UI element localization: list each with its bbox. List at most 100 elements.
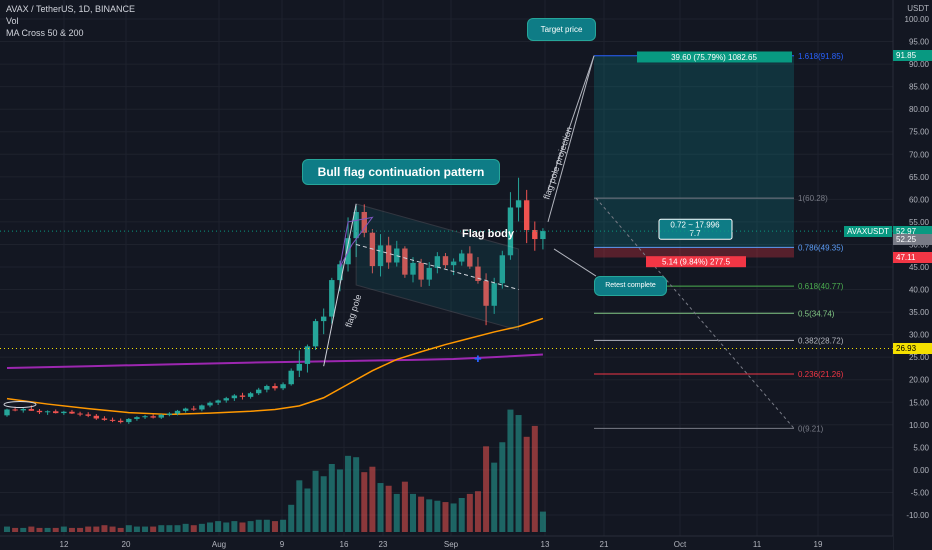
- volume-bar: [263, 519, 270, 532]
- candle-body: [523, 200, 530, 231]
- risk-box: [646, 256, 746, 268]
- projection-text: 39.60 (75.79%) 1082.65: [671, 53, 757, 62]
- moving-averages: [6, 317, 544, 416]
- price-axis-bg: [893, 0, 932, 550]
- volume-bar: [483, 446, 490, 532]
- volume-bar: [109, 526, 116, 532]
- fib-trend-line: [595, 197, 795, 429]
- price-tag: 26.93: [893, 342, 932, 354]
- risk-text: 5.14 (9.84%) 277.5: [662, 258, 731, 267]
- candle-body: [20, 409, 26, 411]
- candle-body: [296, 363, 303, 371]
- volume-bar: [158, 525, 165, 532]
- candle-body: [223, 398, 229, 401]
- fib-level-label: 1(60.28): [798, 194, 828, 203]
- volume-bar: [4, 526, 10, 532]
- candle-body: [491, 283, 497, 306]
- price-tick-label: 35.00: [909, 308, 930, 317]
- volume-bar: [280, 519, 287, 532]
- grid-lines: [0, 0, 893, 536]
- candle-body: [361, 211, 367, 233]
- volume-indicator-label[interactable]: Vol: [6, 16, 19, 26]
- volume-bar: [93, 526, 100, 532]
- volume-bar: [296, 480, 303, 532]
- candle-body: [272, 386, 278, 389]
- candle-body: [312, 321, 319, 347]
- candle-body: [109, 419, 116, 421]
- price-tick-label: 60.00: [909, 195, 930, 204]
- fib-level-label: 0.382(28.72): [798, 336, 844, 345]
- currency-label: USDT: [907, 4, 929, 13]
- fib-level-label: 0.786(49.35): [798, 243, 844, 252]
- volume-bar: [223, 522, 230, 532]
- volume-bar: [77, 527, 84, 532]
- volume-bar: [434, 500, 441, 532]
- volume-bar: [369, 466, 376, 532]
- candle-body: [174, 410, 181, 414]
- candle-body: [207, 402, 213, 406]
- volume-bar: [52, 527, 59, 532]
- volume-bar: [20, 527, 27, 532]
- volume-bar: [385, 485, 392, 532]
- price-tick-label: 55.00: [909, 218, 930, 227]
- candle-body: [166, 413, 173, 415]
- candle-body: [134, 417, 140, 419]
- price-tick-label: 10.00: [909, 421, 930, 430]
- candle-body: [467, 253, 473, 267]
- price-tick-label: 45.00: [909, 263, 930, 272]
- cross-marker: ✚: [474, 354, 482, 364]
- volume-bar: [312, 470, 319, 532]
- volume-bar: [166, 525, 173, 532]
- volume-bar: [182, 523, 189, 532]
- ma-cross-marker: [3, 401, 37, 409]
- ma50-line: [6, 317, 544, 416]
- candle-body: [182, 408, 189, 411]
- volume-bar: [231, 521, 238, 532]
- time-axis: 12 20 Aug 9 16 23 Sep 13 21 Oct 11 19: [0, 535, 893, 550]
- target-price-callout[interactable]: Target price: [527, 18, 596, 41]
- volume-bar: [36, 527, 43, 532]
- price-tick-label: 85.00: [909, 83, 930, 92]
- volume-bar: [442, 502, 449, 532]
- fib-level-label: 0.5(34.74): [798, 309, 835, 318]
- ma200-line: [6, 353, 543, 369]
- volume-bar: [12, 527, 19, 532]
- time-tick-label: 16: [340, 540, 349, 549]
- volume-bar: [361, 472, 368, 532]
- fib-level-label: 0.236(21.26): [798, 370, 844, 379]
- rr-box: [658, 218, 733, 240]
- volume-bar: [174, 525, 181, 532]
- time-tick-label: 21: [600, 540, 609, 549]
- target-leader-line: [547, 55, 595, 223]
- ma-indicator-label[interactable]: MA Cross 50 & 200: [6, 28, 84, 38]
- candle-body: [199, 405, 205, 410]
- flag-midline: [356, 243, 519, 291]
- rr-text-line1: 0.72 ~ 17.996: [670, 221, 720, 230]
- time-tick-label: 11: [753, 540, 762, 549]
- candle-body: [12, 409, 18, 411]
- volume-bar: [491, 462, 498, 532]
- volume-bar: [458, 498, 465, 532]
- volume-bar: [150, 526, 157, 532]
- retest-callout[interactable]: Retest complete: [594, 276, 667, 296]
- bull-flag-callout[interactable]: Bull flag continuation pattern: [302, 159, 500, 185]
- volume-bar: [198, 523, 205, 532]
- price-tick-label: 80.00: [909, 105, 930, 114]
- time-tick-label: 13: [541, 540, 550, 549]
- candle-body: [507, 207, 514, 256]
- candle-body: [101, 418, 108, 420]
- price-tick-label: 65.00: [909, 173, 930, 182]
- price-tag: 47.11: [893, 251, 932, 263]
- retest-leader-line: [553, 248, 597, 277]
- time-tick-label: Oct: [674, 540, 687, 549]
- price-tag: 52.97: [893, 225, 932, 237]
- price-tick-label: 25.00: [909, 353, 930, 362]
- candle-body: [256, 389, 262, 394]
- candle-body: [117, 420, 124, 423]
- volume-bar: [68, 527, 75, 532]
- volume-bar: [345, 455, 352, 532]
- candle-body: [44, 411, 51, 413]
- candle-body: [77, 413, 83, 415]
- candle-body: [280, 384, 286, 389]
